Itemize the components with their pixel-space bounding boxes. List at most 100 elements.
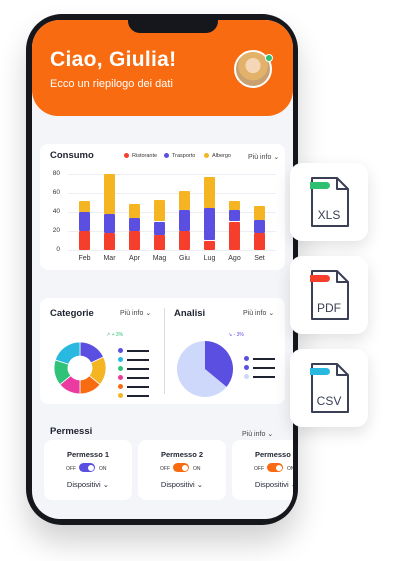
legend-dot-albergo	[204, 153, 209, 159]
chevron-down-icon: ⌄	[291, 480, 293, 489]
greeting-title: Ciao, Giulia!	[50, 48, 177, 71]
chevron-down-icon: ⌄	[273, 154, 280, 161]
bar-trasporto	[104, 213, 115, 233]
csv-export-card[interactable]: CSV	[290, 349, 368, 427]
xls-label: XLS	[317, 208, 341, 222]
consumo-title: Consumo	[50, 150, 94, 161]
y-tick-label: 0	[56, 246, 60, 253]
legend-dot	[244, 365, 249, 370]
permesso-toggle[interactable]	[79, 463, 95, 472]
bar-trasporto	[154, 221, 165, 235]
chevron-down-icon: ⌄	[267, 431, 274, 438]
toggle-off-label: OFF	[66, 466, 76, 472]
analisi-pie-chart	[177, 341, 233, 397]
legend-ristorante: Ristorante	[124, 153, 157, 159]
categorie-more-label: Più info	[120, 310, 144, 317]
legend-line	[253, 358, 275, 360]
categorie-more-info[interactable]: Più info ⌄	[120, 309, 151, 317]
permesso-card-2: Permesso 2 OFF ON Dispositivi ⌄	[138, 440, 226, 500]
gridline	[68, 231, 276, 232]
section-divider	[164, 308, 165, 394]
bar-albergo	[154, 199, 165, 222]
toggle-knob	[181, 464, 188, 471]
legend-line	[127, 386, 149, 388]
analisi-more-label: Più info	[243, 310, 267, 317]
toggle-knob	[275, 464, 282, 471]
bar-albergo	[79, 200, 90, 212]
x-tick-label: Ago	[228, 255, 241, 262]
toggle-on-label: ON	[99, 466, 107, 472]
x-tick-label: Feb	[78, 255, 91, 262]
bar-albergo	[129, 204, 140, 218]
y-tick-label: 60	[52, 189, 60, 196]
donut-slice	[54, 341, 81, 365]
consumo-more-info[interactable]: Più info ⌄	[248, 153, 279, 161]
bar-albergo	[179, 191, 190, 211]
analisi-title: Analisi	[174, 308, 206, 319]
legend-label-trasporto: Trasporto	[172, 153, 196, 159]
legend-dot	[118, 357, 123, 362]
bar-ristorante	[154, 234, 165, 250]
legend-dot	[244, 356, 249, 361]
pie-slice	[205, 341, 233, 387]
analisi-trend: ↘ - 3%	[228, 332, 244, 338]
toggle-on-label: ON	[193, 466, 201, 472]
gridline	[68, 193, 276, 194]
pdf-export-card[interactable]: PDF	[290, 256, 368, 334]
greeting-subtitle: Ecco un riepilogo dei dati	[50, 78, 173, 90]
x-tick-label: Set	[254, 255, 265, 262]
bar-ristorante	[179, 231, 190, 250]
bar-trasporto	[79, 212, 90, 231]
permesso-card-3: Permesso 3 OFF ON Dispositivi ⌄	[232, 440, 293, 500]
toggle-knob	[87, 464, 94, 471]
gridline	[68, 174, 276, 175]
analisi-more-info[interactable]: Più info ⌄	[243, 309, 274, 317]
legend-line	[127, 359, 149, 361]
chevron-down-icon: ⌄	[102, 480, 110, 489]
legend-line	[253, 367, 275, 369]
gridline	[68, 212, 276, 213]
devices-label: Dispositivi	[160, 480, 195, 489]
bar-trasporto	[229, 210, 240, 222]
bar-albergo	[104, 174, 115, 214]
legend-dot	[118, 375, 123, 380]
bar-ristorante	[254, 232, 265, 250]
permessi-title: Permessi	[50, 426, 93, 437]
legend-line	[127, 395, 149, 397]
y-tick-label: 80	[52, 170, 60, 177]
gridline	[68, 250, 276, 251]
legend-line	[127, 377, 149, 379]
categorie-title: Categorie	[50, 308, 94, 319]
devices-label: Dispositivi	[66, 480, 101, 489]
x-tick-label: Apr	[129, 255, 140, 262]
permesso-name: Permesso 3	[254, 450, 293, 459]
devices-dropdown[interactable]: Dispositivi ⌄	[44, 480, 132, 489]
legend-dot-trasporto	[164, 153, 169, 159]
bar-trasporto	[204, 208, 215, 241]
permesso-toggle[interactable]	[267, 463, 283, 472]
bar-albergo	[229, 200, 240, 211]
toggle-on-label: ON	[287, 466, 293, 472]
devices-dropdown[interactable]: Dispositivi ⌄	[138, 480, 226, 489]
permessi-more-info[interactable]: Più info ⌄	[242, 430, 273, 438]
legend-line	[253, 376, 275, 378]
legend-trasporto: Trasporto	[164, 153, 195, 159]
categorie-trend: ↗ + 3%	[106, 332, 124, 338]
xls-export-card[interactable]: XLS	[290, 163, 368, 241]
devices-dropdown[interactable]: Dispositivi ⌄	[232, 480, 293, 489]
consumo-bar-chart: 0 20 40 60 80 Feb Mar Apr Mag Giu Lug Ago Set	[40, 144, 285, 270]
bar-trasporto	[129, 217, 140, 231]
bar-trasporto	[179, 210, 190, 231]
permesso-name: Permesso 1	[66, 450, 110, 459]
permesso-name: Permesso 2	[160, 450, 204, 459]
csv-file-icon	[310, 363, 349, 413]
permesso-toggle[interactable]	[173, 463, 189, 472]
legend-label-albergo: Albergo	[212, 153, 231, 159]
legend-line	[127, 350, 149, 352]
consumo-more-label: Più info	[248, 154, 272, 161]
toggle-off-label: OFF	[254, 466, 264, 472]
legend-line	[127, 368, 149, 370]
csv-label: CSV	[316, 394, 342, 408]
online-status-dot	[265, 54, 273, 62]
phone-notch	[128, 20, 218, 33]
